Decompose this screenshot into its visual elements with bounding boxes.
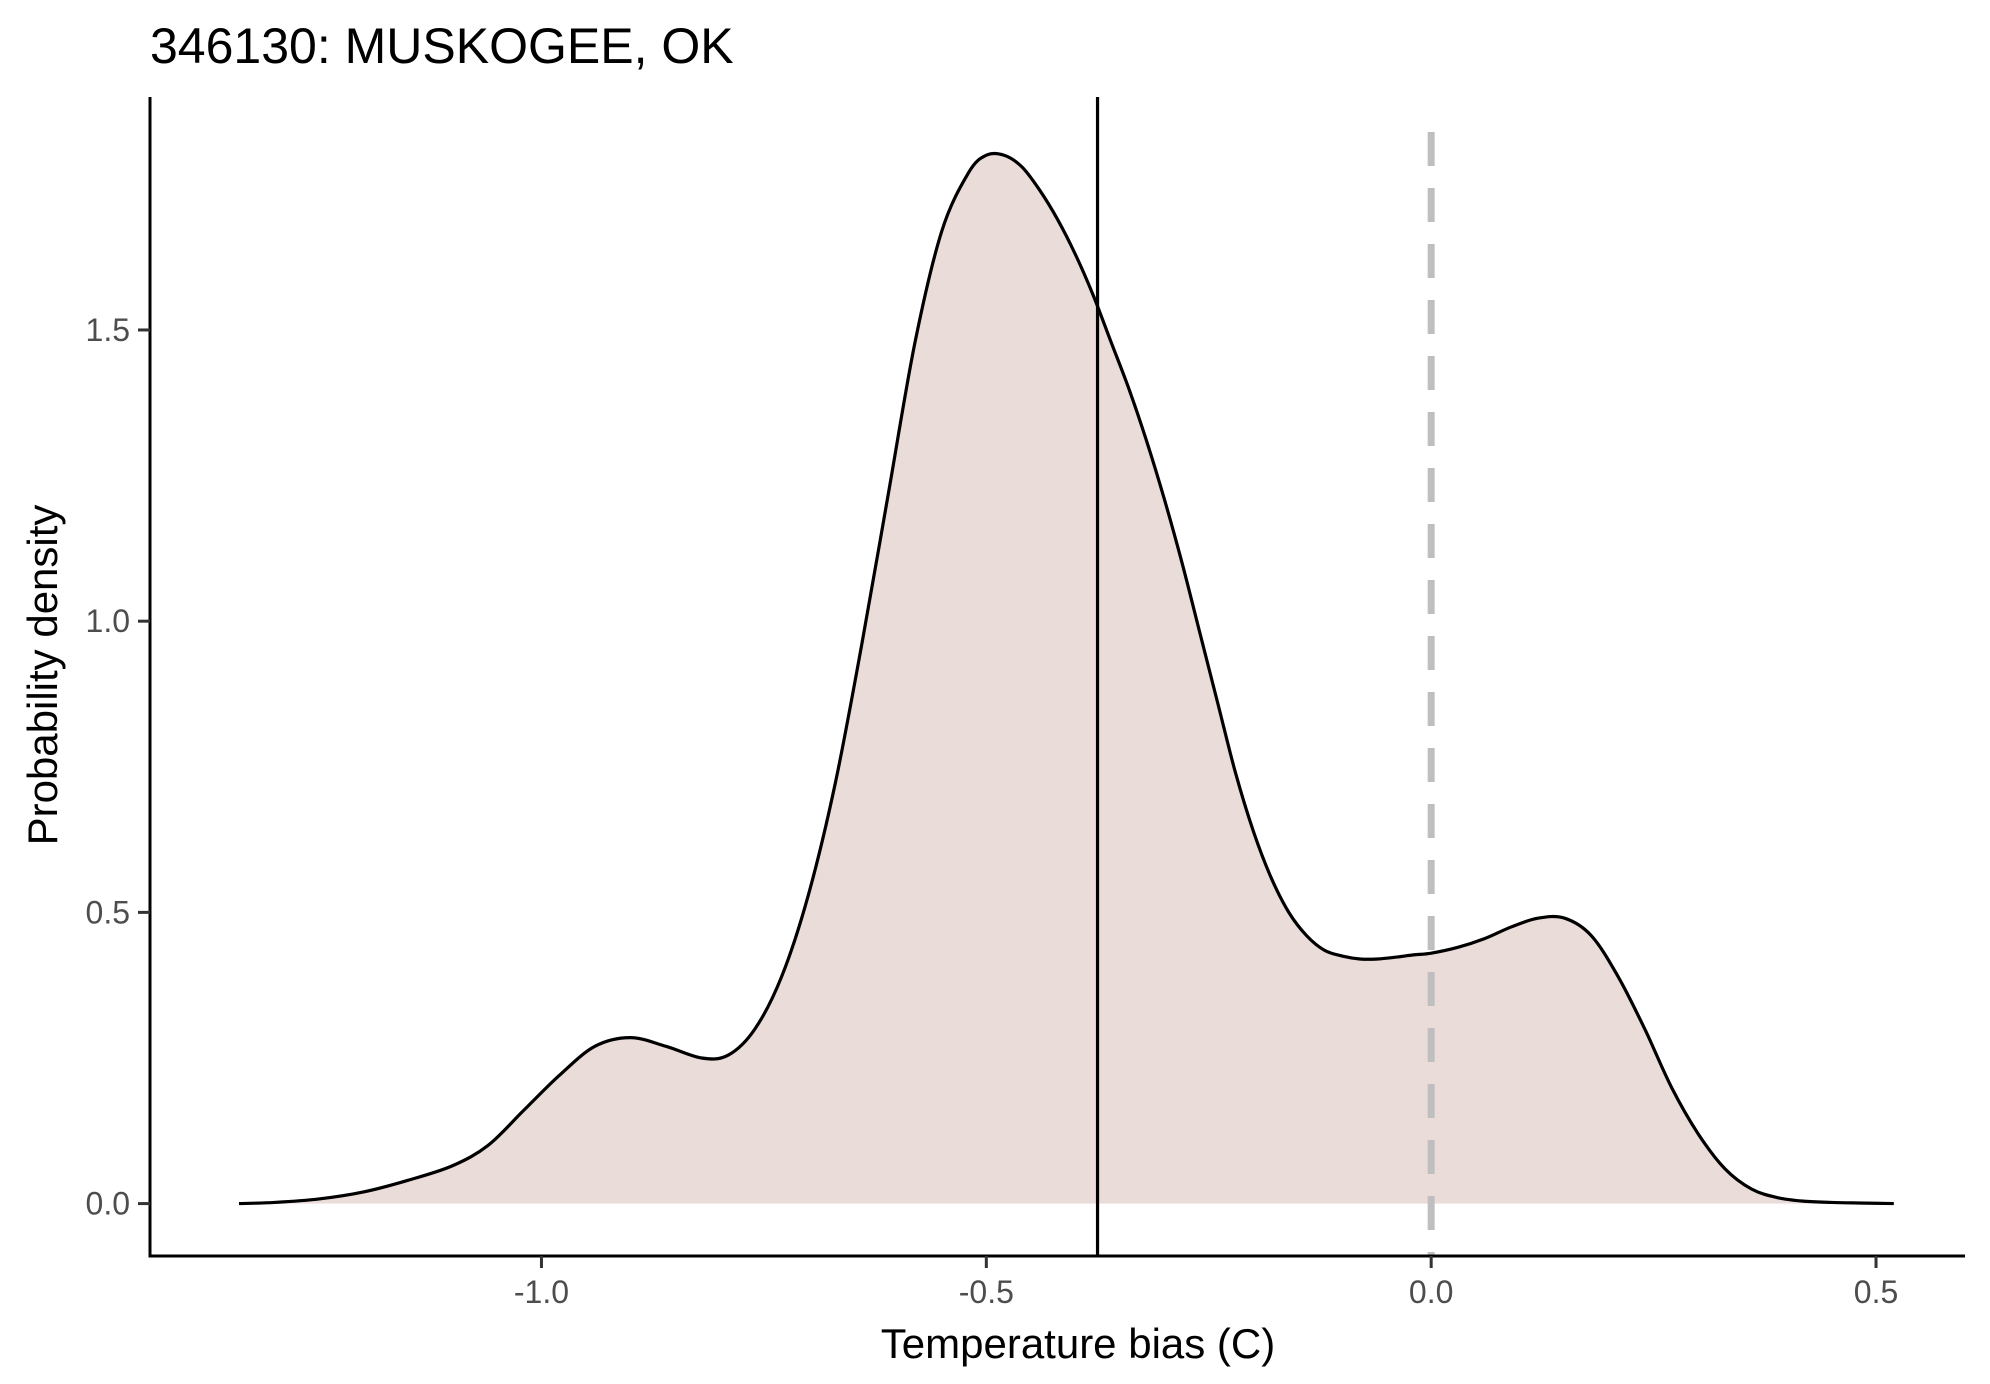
density-area bbox=[238, 153, 1894, 1204]
x-tick-label: 0.0 bbox=[1409, 1274, 1453, 1310]
axes: -1.0 -0.5 0.0 0.5 0.0 0.5 1.0 1.5 bbox=[86, 97, 1965, 1310]
y-tick-label: 1.0 bbox=[86, 603, 130, 639]
x-tick-label: 0.5 bbox=[1854, 1274, 1898, 1310]
y-tick-label: 0.5 bbox=[86, 894, 130, 930]
chart-title: 346130: MUSKOGEE, OK bbox=[150, 18, 734, 74]
y-tick-label: 1.5 bbox=[86, 312, 130, 348]
x-axis-title: Temperature bias (C) bbox=[881, 1320, 1275, 1367]
density-curve bbox=[238, 151, 1894, 1206]
y-tick-label: 0.0 bbox=[86, 1186, 130, 1222]
y-axis-title: Probability density bbox=[19, 505, 66, 846]
x-tick-label: -1.0 bbox=[514, 1274, 569, 1310]
plot-area bbox=[238, 97, 1894, 1256]
x-tick-label: -0.5 bbox=[959, 1274, 1014, 1310]
